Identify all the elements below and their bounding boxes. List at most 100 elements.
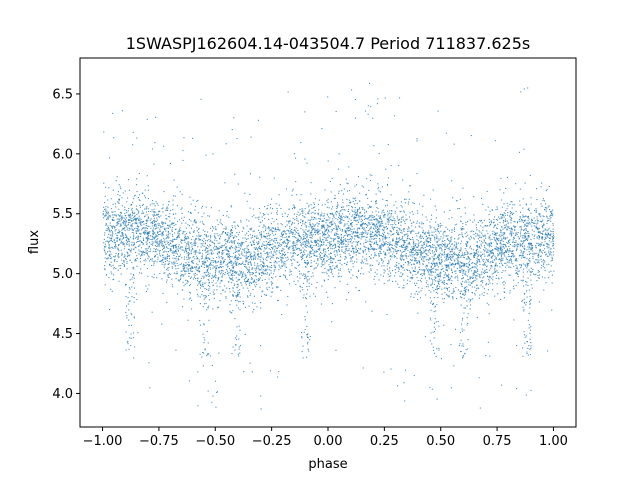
data-point xyxy=(163,145,165,147)
data-point xyxy=(425,250,427,252)
data-point xyxy=(370,257,372,259)
data-point xyxy=(362,222,364,224)
data-point xyxy=(346,205,348,207)
data-point xyxy=(313,293,315,295)
data-point xyxy=(103,206,105,208)
data-point xyxy=(539,243,541,245)
data-point xyxy=(390,224,392,226)
data-point xyxy=(127,210,129,212)
data-point xyxy=(256,271,258,273)
data-point xyxy=(146,230,148,232)
data-point xyxy=(267,254,269,256)
data-point xyxy=(384,214,386,216)
data-point xyxy=(469,268,471,270)
data-point xyxy=(538,213,540,215)
data-point xyxy=(177,250,179,252)
data-point xyxy=(467,266,469,268)
data-point xyxy=(445,265,447,267)
data-point xyxy=(259,269,261,271)
data-point xyxy=(265,270,267,272)
data-point xyxy=(501,206,503,208)
data-point xyxy=(317,248,319,250)
data-point xyxy=(408,241,410,243)
data-point xyxy=(203,238,205,240)
data-point xyxy=(191,242,193,244)
data-point xyxy=(258,219,260,221)
data-point xyxy=(376,223,378,225)
data-point xyxy=(352,274,354,276)
data-point xyxy=(342,199,344,201)
data-point xyxy=(474,294,476,296)
data-point xyxy=(128,189,130,191)
data-point xyxy=(306,202,308,204)
data-point xyxy=(350,239,352,241)
data-point xyxy=(211,253,213,255)
data-point xyxy=(182,267,184,269)
data-point xyxy=(317,259,319,261)
data-point xyxy=(247,269,249,271)
data-point xyxy=(425,235,427,237)
data-point xyxy=(317,228,319,230)
data-point xyxy=(441,288,443,290)
data-point xyxy=(293,229,295,231)
data-point xyxy=(406,257,408,259)
data-point xyxy=(360,238,362,240)
data-point xyxy=(411,249,413,251)
data-point xyxy=(186,282,188,284)
data-point xyxy=(375,225,377,227)
data-point xyxy=(153,212,155,214)
data-point xyxy=(227,239,229,241)
data-point xyxy=(121,205,123,207)
data-point xyxy=(209,292,211,294)
data-point xyxy=(465,249,467,251)
data-point xyxy=(176,253,178,255)
data-point xyxy=(157,223,159,225)
data-point xyxy=(381,236,383,238)
data-point xyxy=(104,215,106,217)
data-point xyxy=(444,298,446,300)
data-point xyxy=(398,267,400,269)
data-point xyxy=(117,247,119,249)
data-point xyxy=(420,234,422,236)
data-point xyxy=(149,219,151,221)
data-point xyxy=(423,243,425,245)
data-point xyxy=(447,228,449,230)
data-point xyxy=(461,262,463,264)
data-point xyxy=(446,244,448,246)
data-point xyxy=(531,248,533,250)
data-point xyxy=(308,230,310,232)
data-point xyxy=(239,309,241,311)
data-point xyxy=(277,244,279,246)
data-point xyxy=(425,239,427,241)
data-point xyxy=(287,256,289,258)
data-point xyxy=(523,229,525,231)
data-point xyxy=(364,241,366,243)
data-point xyxy=(148,246,150,248)
data-point xyxy=(374,218,376,220)
data-point xyxy=(361,260,363,262)
data-point xyxy=(137,245,139,247)
data-point xyxy=(288,232,290,234)
data-point xyxy=(216,247,218,249)
data-point xyxy=(262,213,264,215)
data-point xyxy=(436,289,438,291)
data-point xyxy=(142,232,144,234)
data-point xyxy=(434,251,436,253)
data-point xyxy=(370,244,372,246)
data-point xyxy=(336,211,338,213)
data-point xyxy=(157,235,159,237)
data-point xyxy=(512,253,514,255)
data-point xyxy=(495,234,497,236)
data-point xyxy=(118,198,120,200)
data-point xyxy=(429,237,431,239)
data-point xyxy=(292,246,294,248)
data-point xyxy=(237,292,239,294)
data-point xyxy=(528,210,530,212)
data-point xyxy=(369,82,371,84)
data-point xyxy=(480,237,482,239)
data-point xyxy=(308,271,310,273)
data-point xyxy=(240,263,242,265)
data-point xyxy=(185,247,187,249)
data-point xyxy=(237,307,239,309)
data-point xyxy=(387,246,389,248)
